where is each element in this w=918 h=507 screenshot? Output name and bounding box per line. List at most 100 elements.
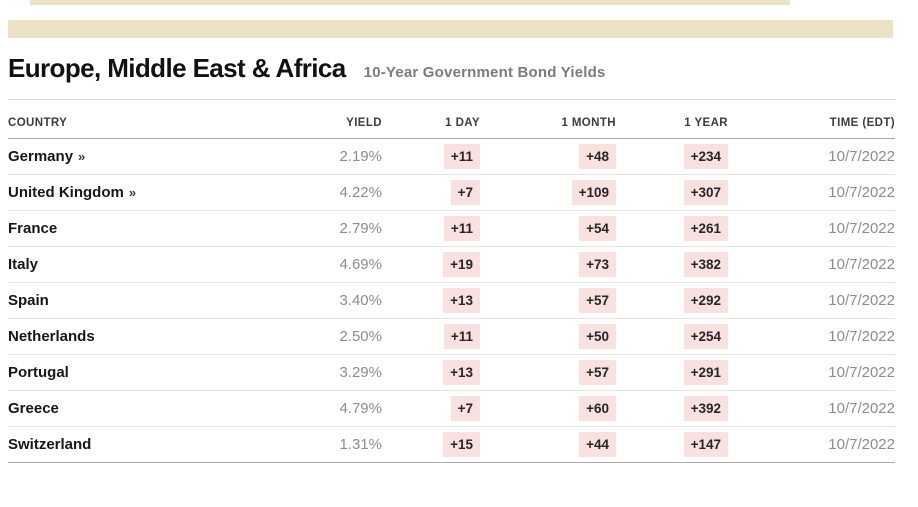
yield-cell: 1.31% <box>339 436 382 453</box>
yield-cell: 4.79% <box>339 400 382 417</box>
country-cell: Switzerland <box>8 436 278 454</box>
month-change-cell: +44 <box>480 432 616 457</box>
year-change-badge: +234 <box>683 144 728 169</box>
year-change-cell: +382 <box>616 252 728 277</box>
year-change-cell: +292 <box>616 288 728 313</box>
day-change-cell: +11 <box>382 144 480 169</box>
country-cell: Italy <box>8 256 278 274</box>
day-change-badge: +15 <box>443 432 480 457</box>
time-cell: 10/7/2022 <box>828 292 895 309</box>
day-change-cell: +11 <box>382 216 480 241</box>
column-header-country: COUNTRY <box>8 117 68 129</box>
table-row: Spain 3.40% +13 +57 +292 10/7/2022 <box>8 283 895 319</box>
country-cell: Portugal <box>8 364 278 382</box>
year-change-badge: +392 <box>683 396 728 421</box>
day-change-cell: +7 <box>382 396 480 421</box>
day-change-cell: +7 <box>382 180 480 205</box>
bond-yields-section: Europe, Middle East & Africa 10-Year Gov… <box>8 50 895 463</box>
year-change-cell: +261 <box>616 216 728 241</box>
year-change-badge: +382 <box>683 252 728 277</box>
year-change-badge: +147 <box>683 432 728 457</box>
bond-table-body: Germany» 2.19% +11 +48 +234 10/7/2022 Un… <box>8 139 895 463</box>
day-change-badge: +13 <box>443 360 480 385</box>
table-row: France 2.79% +11 +54 +261 10/7/2022 <box>8 211 895 247</box>
time-cell: 10/7/2022 <box>828 148 895 165</box>
table-row: United Kingdom» 4.22% +7 +109 +307 10/7/… <box>8 175 895 211</box>
country-cell: United Kingdom» <box>8 184 278 202</box>
country-link: Portugal <box>8 364 74 381</box>
day-change-badge: +19 <box>443 252 480 277</box>
country-cell: Netherlands <box>8 328 278 346</box>
year-change-badge: +307 <box>683 180 728 205</box>
day-change-cell: +13 <box>382 360 480 385</box>
year-change-cell: +234 <box>616 144 728 169</box>
country-name: United Kingdom <box>8 183 124 201</box>
day-change-cell: +11 <box>382 324 480 349</box>
country-link-arrow: » <box>128 184 137 200</box>
country-link-arrow: » <box>78 148 86 164</box>
month-change-badge: +73 <box>579 252 616 277</box>
month-change-cell: +57 <box>480 288 616 313</box>
month-change-cell: +50 <box>480 324 616 349</box>
year-change-cell: +307 <box>616 180 728 205</box>
yield-cell: 2.50% <box>339 328 382 345</box>
time-cell: 10/7/2022 <box>828 256 895 273</box>
table-row: Netherlands 2.50% +11 +50 +254 10/7/2022 <box>8 319 895 355</box>
column-header-1year: 1 YEAR <box>684 117 728 129</box>
table-row: Switzerland 1.31% +15 +44 +147 10/7/2022 <box>8 427 895 463</box>
section-title: Europe, Middle East & Africa <box>8 53 346 83</box>
column-header-1month: 1 MONTH <box>561 117 616 129</box>
year-change-badge: +291 <box>683 360 728 385</box>
year-change-cell: +291 <box>616 360 728 385</box>
yield-cell: 2.79% <box>339 220 382 237</box>
country-name: Portugal <box>8 363 69 381</box>
country-link: Switzerland <box>8 436 96 453</box>
time-cell: 10/7/2022 <box>828 328 895 345</box>
country-cell: Germany» <box>8 148 278 166</box>
section-subtitle: 10-Year Government Bond Yields <box>363 64 606 81</box>
day-change-badge: +11 <box>443 324 480 349</box>
time-cell: 10/7/2022 <box>828 364 895 381</box>
country-link: Netherlands <box>8 328 100 345</box>
country-link[interactable]: United Kingdom» <box>8 184 136 201</box>
month-change-badge: +44 <box>579 432 616 457</box>
day-change-cell: +13 <box>382 288 480 313</box>
year-change-cell: +147 <box>616 432 728 457</box>
day-change-cell: +19 <box>382 252 480 277</box>
country-link: Italy <box>8 256 43 273</box>
year-change-cell: +254 <box>616 324 728 349</box>
day-change-badge: +13 <box>443 288 480 313</box>
month-change-badge: +48 <box>579 144 616 169</box>
yield-cell: 4.69% <box>339 256 382 273</box>
month-change-cell: +109 <box>480 180 616 205</box>
month-change-badge: +54 <box>579 216 616 241</box>
column-header-time: TIME (EDT) <box>829 117 895 129</box>
day-change-cell: +15 <box>382 432 480 457</box>
table-row: Germany» 2.19% +11 +48 +234 10/7/2022 <box>8 139 895 175</box>
country-link[interactable]: Germany» <box>8 148 85 165</box>
month-change-badge: +60 <box>579 396 616 421</box>
month-change-cell: +54 <box>480 216 616 241</box>
country-name: Spain <box>8 291 49 309</box>
month-change-cell: +60 <box>480 396 616 421</box>
month-change-badge: +109 <box>571 180 616 205</box>
month-change-cell: +73 <box>480 252 616 277</box>
column-header-yield: YIELD <box>346 117 382 129</box>
column-header-1day: 1 DAY <box>445 117 480 129</box>
year-change-badge: +254 <box>683 324 728 349</box>
yield-cell: 2.19% <box>339 148 382 165</box>
month-change-cell: +48 <box>480 144 616 169</box>
country-link: France <box>8 220 62 237</box>
country-cell: France <box>8 220 278 238</box>
bond-table-header: COUNTRY YIELD 1 DAY 1 MONTH 1 YEAR TIME … <box>8 100 895 139</box>
day-change-badge: +7 <box>450 180 480 205</box>
country-name: Germany <box>8 147 74 165</box>
time-cell: 10/7/2022 <box>828 436 895 453</box>
day-change-badge: +11 <box>443 144 480 169</box>
country-cell: Spain <box>8 292 278 310</box>
section-divider-bar <box>8 20 893 38</box>
month-change-badge: +50 <box>579 324 616 349</box>
time-cell: 10/7/2022 <box>828 400 895 417</box>
table-row: Greece 4.79% +7 +60 +392 10/7/2022 <box>8 391 895 427</box>
yield-cell: 3.29% <box>339 364 382 381</box>
